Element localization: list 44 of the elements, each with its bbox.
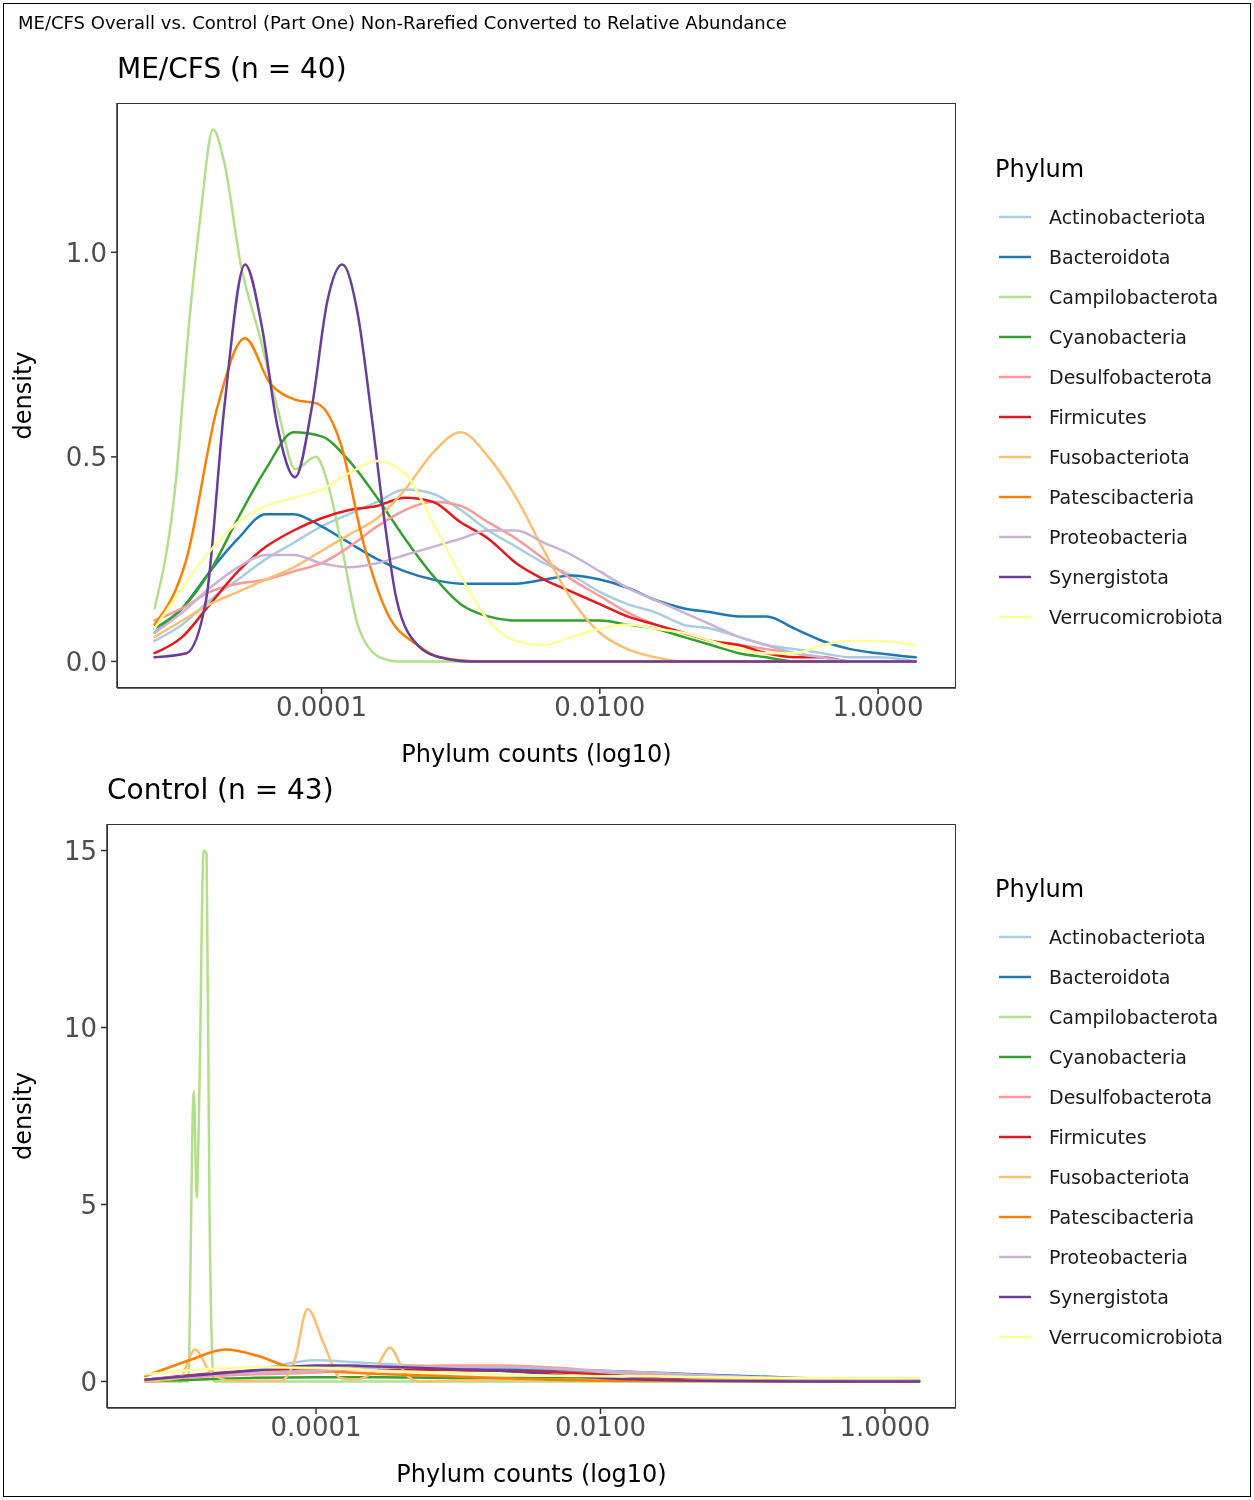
chart-title: ME/CFS (n = 40) [117, 52, 347, 85]
legend-label: Proteobacteria [1049, 526, 1188, 548]
legend-label: Campilobacterota [1049, 1006, 1219, 1028]
legend-label: Synergistota [1049, 1286, 1169, 1308]
legend-label: Patescibacteria [1049, 486, 1195, 508]
legend-label: Fusobacteriota [1049, 446, 1190, 468]
chart-title: Control (n = 43) [107, 773, 334, 806]
x-tick-label: 0.0001 [276, 692, 368, 723]
x-axis-title: Phylum counts (log10) [401, 740, 672, 768]
y-tick-label: 5 [80, 1189, 97, 1220]
legend-label: Fusobacteriota [1049, 1166, 1190, 1188]
y-tick-label: 0.0 [65, 646, 107, 677]
legend-label: Patescibacteria [1049, 1206, 1195, 1228]
legend-label: Firmicutes [1049, 1126, 1147, 1148]
y-tick-label: 0.5 [65, 442, 107, 473]
legend-label: Desulfobacterota [1049, 366, 1213, 388]
y-axis-title: density [8, 1072, 37, 1160]
x-tick-label: 1.0000 [832, 692, 924, 723]
x-axis-title: Phylum counts (log10) [396, 1460, 667, 1488]
legend-label: Bacteroidota [1049, 246, 1171, 268]
x-tick-label: 0.0001 [270, 1412, 362, 1443]
y-tick-label: 0 [80, 1366, 97, 1397]
legend-label: Verrucomicrobiota [1049, 606, 1223, 628]
legend-label: Campilobacterota [1049, 286, 1219, 308]
legend-label: Desulfobacterota [1049, 1086, 1213, 1108]
legend-label: Actinobacteriota [1049, 926, 1206, 948]
legend-label: Synergistota [1049, 566, 1169, 588]
x-tick-label: 1.0000 [839, 1412, 931, 1443]
text: ME/CFS Overall vs. Control (Part One) Non-Rarefied Converted to Relative Abundance [18, 12, 787, 33]
x-tick-label: 0.0100 [554, 1412, 646, 1443]
legend-label: Cyanobacteria [1049, 1046, 1187, 1068]
y-axis-title: density [8, 351, 37, 440]
x-tick-label: 0.0100 [554, 692, 646, 723]
legend-title: Phylum [995, 875, 1086, 903]
legend-label: Bacteroidota [1049, 966, 1171, 988]
y-tick-label: 1.0 [65, 237, 107, 268]
legend-label: Cyanobacteria [1049, 326, 1187, 348]
legend-label: Firmicutes [1049, 406, 1147, 428]
legend-title: Phylum [995, 155, 1086, 183]
legend-label: Verrucomicrobiota [1049, 1326, 1223, 1348]
legend-label: Actinobacteriota [1049, 206, 1206, 228]
y-tick-label: 15 [63, 835, 97, 866]
y-tick-label: 10 [63, 1012, 97, 1043]
legend-label: Proteobacteria [1049, 1246, 1188, 1268]
